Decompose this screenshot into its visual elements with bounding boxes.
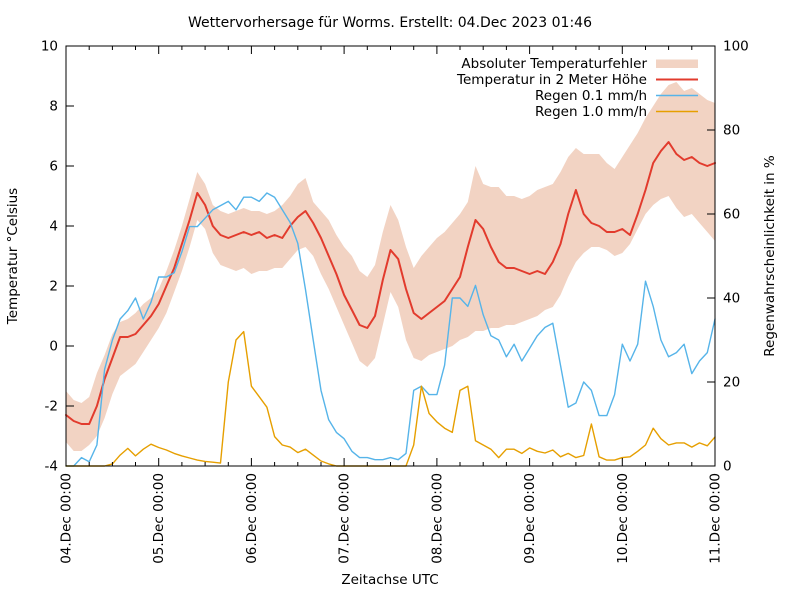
y-right-tick-label: 100 xyxy=(723,39,749,55)
y-left-tick-label: 8 xyxy=(49,99,58,115)
y-right-tick-label: 80 xyxy=(723,123,740,139)
y-right-tick-label: 60 xyxy=(723,207,740,223)
y-left-tick-label: -2 xyxy=(45,399,58,415)
temperature-error-band xyxy=(66,82,715,451)
legend-label: Regen 0.1 mm/h xyxy=(535,88,647,104)
x-tick-label: 05.Dec 00:00 xyxy=(151,473,167,564)
axis-ticks-layer xyxy=(65,45,716,467)
chart-title: Wettervorhersage für Worms. Erstellt: 04… xyxy=(188,15,592,31)
y-left-tick-label: 10 xyxy=(41,39,58,55)
series-line-left-e23b2d xyxy=(65,141,716,425)
y-left-axis-label: Temperatur °Celsius xyxy=(5,188,21,325)
y-right-tick-label: 0 xyxy=(723,459,732,475)
y-left-tick-label: 2 xyxy=(49,279,58,295)
y-left-tick-label: 4 xyxy=(49,219,58,235)
x-tick-label: 04.Dec 00:00 xyxy=(59,473,75,564)
y-left-tick-label: 0 xyxy=(49,339,58,355)
x-tick-label: 10.Dec 00:00 xyxy=(615,473,631,564)
series-line-right-56b4e9 xyxy=(65,192,716,467)
y-right-axis-label: Regenwahrscheinlichkeit in % xyxy=(762,155,778,357)
x-axis-label: Zeitachse UTC xyxy=(341,572,438,588)
legend-label: Absoluter Temperaturfehler xyxy=(461,56,647,72)
temperature-error-band-layer xyxy=(66,82,715,451)
plot-border xyxy=(65,45,716,467)
y-left-tick-label: -4 xyxy=(45,459,58,475)
x-tick-label: 11.Dec 00:00 xyxy=(708,473,724,564)
y-right-tick-label: 20 xyxy=(723,375,740,391)
legend-label: Regen 1.0 mm/h xyxy=(535,104,647,120)
x-tick-label: 06.Dec 00:00 xyxy=(244,473,260,564)
x-tick-label: 07.Dec 00:00 xyxy=(337,473,353,564)
x-tick-label: 09.Dec 00:00 xyxy=(522,473,538,564)
legend-label: Temperatur in 2 Meter Höhe xyxy=(456,72,647,88)
x-tick-label: 08.Dec 00:00 xyxy=(429,473,445,564)
y-right-tick-label: 40 xyxy=(723,291,740,307)
legend-band-swatch xyxy=(656,59,698,68)
y-left-tick-label: 6 xyxy=(49,159,58,175)
